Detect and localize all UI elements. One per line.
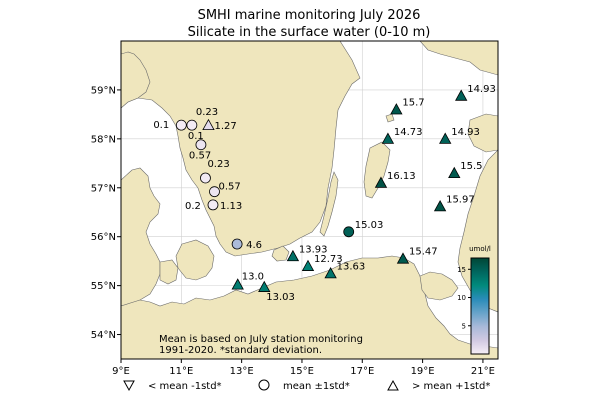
lon-tick-label: 9°E — [112, 366, 130, 377]
station-value-label: 15.03 — [355, 220, 384, 231]
lat-tick-label: 59°N — [91, 85, 116, 96]
station-value-label: 1.13 — [220, 201, 242, 212]
stations-layer — [175, 89, 468, 292]
lon-tick-label: 15°E — [290, 366, 314, 377]
station-value-label: 0.57 — [218, 182, 240, 193]
station-value-label: 0.2 — [185, 201, 201, 212]
station-value-label: 13.0 — [242, 272, 264, 283]
station-marker-mean — [343, 226, 355, 238]
station-marker-high — [324, 267, 337, 279]
land-germany-poland — [121, 255, 498, 359]
station-marker-high — [381, 132, 395, 144]
lon-tick-label: 11°E — [169, 366, 193, 377]
station-marker-high — [433, 200, 447, 212]
legend-label-low: < mean -1std* — [148, 381, 222, 392]
land-layer — [121, 41, 498, 359]
legend-triangle-up-icon — [387, 379, 399, 391]
station-marker-high — [374, 176, 388, 188]
colorbar-tick-label: 15 — [457, 266, 466, 274]
station-value-label: 4.6 — [246, 240, 262, 251]
station-marker-mean — [200, 172, 211, 184]
station-value-label: 13.03 — [266, 292, 295, 303]
station-value-label: 14.73 — [394, 127, 423, 138]
lat-tick-label: 56°N — [91, 232, 116, 243]
value-labels-layer: 14.93 15.7 14.73 14.93 15.5 16.13 15.97 15.03 15… — [153, 84, 496, 303]
land-zealand — [175, 239, 215, 281]
lat-tick-label: 54°N — [91, 330, 116, 341]
station-value-label: 0.1 — [188, 131, 204, 142]
legend-triangle-down-icon — [123, 380, 135, 392]
lat-tick-label: 55°N — [91, 281, 116, 292]
lon-tick-label: 19°E — [411, 366, 435, 377]
station-marker-high — [231, 278, 244, 290]
land-funen — [159, 259, 179, 285]
land-scandinavia — [121, 41, 361, 257]
station-marker-mean — [195, 139, 207, 151]
station-value-label: 0.1 — [153, 120, 169, 131]
colorbar-tick-label: 10 — [457, 294, 466, 302]
land-gotland — [363, 141, 391, 199]
station-marker-high — [258, 280, 271, 292]
station-marker-high — [439, 132, 452, 144]
land-bornholm — [271, 245, 290, 262]
lat-tick-label: 58°N — [91, 134, 116, 145]
title-line-1: SMHI marine monitoring July 2026 — [198, 8, 421, 23]
lon-tick-label: 21°E — [471, 366, 495, 377]
station-value-label: 15.97 — [446, 194, 475, 205]
station-marker-mean — [175, 119, 187, 131]
station-marker-high — [455, 89, 468, 101]
land-norway — [121, 51, 151, 109]
legend: < mean -1std* mean ±1std* > mean +1std* — [123, 379, 490, 392]
station-value-label: 12.73 — [314, 254, 343, 265]
station-marker-high — [396, 252, 410, 264]
note-line-1: Mean is based on July station monitoring — [159, 334, 363, 345]
colorbar-tick-label: 5 — [462, 322, 466, 330]
lat-tick-label: 57°N — [91, 183, 116, 194]
station-marker-mean — [209, 186, 220, 198]
station-value-label: 15.5 — [460, 161, 482, 172]
station-marker-high — [448, 166, 461, 178]
note-line-2: 1991-2020. *standard deviation. — [159, 345, 322, 356]
title-line-2: Silicate in the surface water (0-10 m) — [188, 25, 431, 40]
station-value-label: 0.23 — [196, 107, 218, 118]
land-kaliningrad — [419, 271, 459, 301]
station-value-label: 16.13 — [387, 171, 416, 182]
station-marker-high — [301, 259, 315, 271]
station-value-label: 14.93 — [467, 84, 496, 95]
station-marker-high — [286, 249, 300, 262]
station-marker-mean — [207, 199, 219, 211]
colorbar-ticks: 5 10 15 — [457, 266, 471, 330]
land-gotska-sandon — [385, 113, 395, 123]
station-value-label: 14.93 — [451, 127, 480, 138]
colorbar: umol/l 5 10 15 — [457, 245, 491, 355]
station-value-label: 0.23 — [207, 159, 229, 170]
station-marker-mean — [186, 119, 198, 131]
station-value-label: 15.7 — [402, 97, 424, 108]
legend-label-mean: mean ±1std* — [283, 381, 350, 392]
colorbar-gradient — [470, 257, 490, 355]
land-saaremaa — [467, 113, 498, 153]
axis-ticks: 9°E 11°E 13°E 15°E 17°E 19°E 21°E 54°N 55°N 56°N 5… — [91, 85, 495, 377]
station-value-label: 15.47 — [409, 247, 438, 258]
lon-tick-label: 17°E — [350, 366, 374, 377]
colorbar-unit-label: umol/l — [469, 245, 491, 253]
legend-label-high: > mean +1std* — [412, 381, 490, 392]
station-marker-high — [390, 103, 403, 115]
station-value-label: 0.57 — [189, 151, 211, 162]
station-marker-mean — [231, 238, 243, 250]
lon-tick-label: 13°E — [230, 366, 254, 377]
land-oland — [319, 171, 339, 237]
legend-circle-icon — [258, 379, 270, 391]
land-jutland — [121, 167, 161, 307]
map-frame — [120, 40, 499, 360]
land-finland — [419, 41, 498, 76]
map-area: 14.93 15.7 14.73 14.93 15.5 16.13 15.97 15.03 15… — [121, 41, 498, 359]
station-value-label: 13.93 — [299, 244, 328, 255]
station-marker-high — [202, 118, 215, 131]
station-value-label: 1.27 — [214, 121, 236, 132]
station-value-label: 13.63 — [337, 261, 366, 272]
